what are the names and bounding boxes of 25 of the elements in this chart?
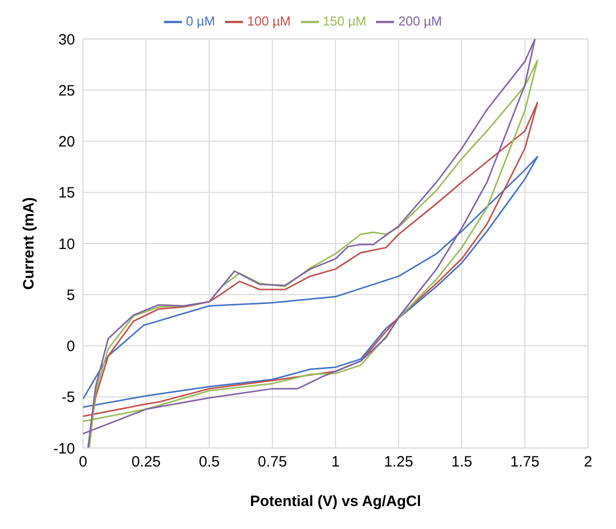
y-tick-label: -10 (53, 440, 75, 458)
y-tick-label: 0 (66, 338, 75, 356)
x-tick-label: 0 (78, 454, 88, 471)
y-tick-label: 30 (58, 31, 75, 48)
legend-label: 150 µM (322, 13, 366, 28)
x-axis-title: Potential (V) vs Ag/AgCl (250, 493, 422, 510)
y-tick-label: 10 (58, 236, 75, 253)
x-tick-label: 0.25 (132, 454, 161, 471)
x-tick-label: 1.75 (510, 454, 540, 471)
legend-label: 100 µM (247, 13, 291, 28)
x-tick-label: 1.25 (384, 454, 414, 471)
x-tick-label: 0.5 (198, 454, 220, 471)
line-series (83, 156, 538, 408)
legend-label: 200 µM (398, 13, 442, 28)
legend-label: 0 µM (186, 13, 216, 28)
y-tick-label: 15 (58, 184, 75, 202)
x-tick-label: 1 (331, 454, 340, 471)
y-tick-label: 5 (66, 286, 75, 304)
y-tick-label: -5 (62, 389, 75, 406)
x-tick-label: 2 (584, 454, 592, 471)
y-axis-title: Current (mA) (20, 197, 38, 290)
y-tick-label: 20 (58, 134, 75, 151)
x-tick-label: 1.5 (451, 454, 472, 471)
y-tick-label: 25 (58, 82, 75, 100)
x-tick-label: 0.75 (258, 454, 287, 471)
